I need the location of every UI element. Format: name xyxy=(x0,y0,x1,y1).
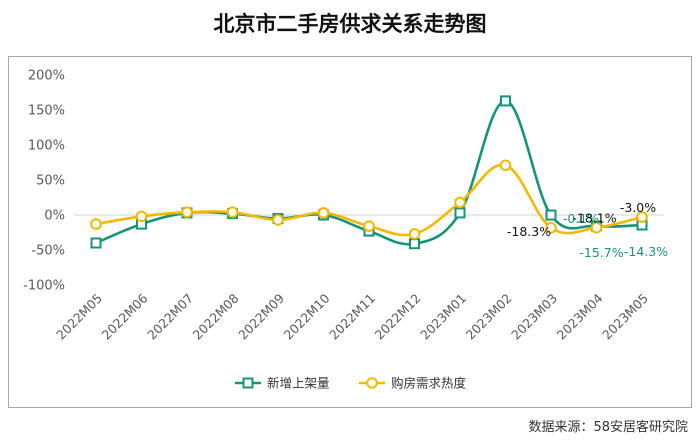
point-new-listings xyxy=(454,207,466,219)
point-demand-heat xyxy=(545,222,557,234)
data-label: -18.1% xyxy=(572,211,616,226)
data-label: -18.3% xyxy=(507,224,551,239)
x-tick-label: 2023M03 xyxy=(508,291,560,343)
data-label: -0.1% xyxy=(563,211,599,226)
x-tick-label: 2022M09 xyxy=(235,290,287,342)
x-tick-label: 2023M04 xyxy=(554,290,606,342)
chart-title: 北京市二手房供求关系走势图 xyxy=(213,12,487,36)
x-tick-label: 2023M01 xyxy=(417,291,469,343)
data-label: -14.3% xyxy=(624,244,668,259)
point-demand-heat xyxy=(226,206,239,218)
y-tick-label: 150% xyxy=(28,104,65,119)
y-tick-label: -100% xyxy=(23,279,65,294)
x-tick-label: 2023M05 xyxy=(599,291,651,343)
point-demand-heat xyxy=(454,196,466,209)
x-tick-label: 2022M05 xyxy=(53,291,105,343)
source-note: 数据来源：58安居客研究院 xyxy=(528,420,688,435)
point-demand-heat xyxy=(408,228,421,240)
data-label: -15.7% xyxy=(579,245,623,260)
point-new-listings xyxy=(90,237,102,249)
y-tick-label: -50% xyxy=(31,244,65,259)
x-tick-label: 2022M07 xyxy=(144,291,196,343)
point-demand-heat xyxy=(90,218,102,230)
point-demand-heat xyxy=(636,211,648,223)
point-demand-heat xyxy=(499,159,512,172)
x-tick-label: 2022M11 xyxy=(326,291,378,343)
point-new-listings xyxy=(500,95,511,107)
point-demand-heat xyxy=(317,207,330,219)
y-tick-label: 100% xyxy=(28,139,65,154)
point-demand-heat xyxy=(181,206,193,218)
x-tick-label: 2022M10 xyxy=(281,290,333,342)
legend-label-new-listings: 新增上架量 xyxy=(267,376,330,391)
point-demand-heat xyxy=(590,221,603,234)
line-chart: 200% 150% 100% 50% 0% -50% -100%2022M052022M06… xyxy=(23,69,668,391)
point-new-listings xyxy=(545,209,557,221)
legend-marker-new-listings xyxy=(242,377,254,389)
point-new-listings xyxy=(409,238,420,250)
data-label: -3.0% xyxy=(620,200,656,215)
x-tick-label: 2022M06 xyxy=(99,290,151,342)
legend-label-demand-heat: 购房需求热度 xyxy=(391,376,467,391)
y-tick-label: 50% xyxy=(36,174,65,189)
legend-marker-demand-heat xyxy=(366,377,378,389)
x-tick-label: 2023M02 xyxy=(463,291,515,343)
point-demand-heat xyxy=(272,214,284,226)
point-demand-heat xyxy=(363,220,375,232)
point-demand-heat xyxy=(135,210,148,223)
y-tick-label: 200% xyxy=(28,69,65,84)
chart-area: 200% 150% 100% 50% 0% -50% -100% 2022M05 2022M06… xyxy=(8,56,692,408)
y-tick-label: 0% xyxy=(44,209,65,224)
x-tick-label: 2022M12 xyxy=(372,291,424,343)
x-tick-label: 2022M08 xyxy=(190,290,242,342)
